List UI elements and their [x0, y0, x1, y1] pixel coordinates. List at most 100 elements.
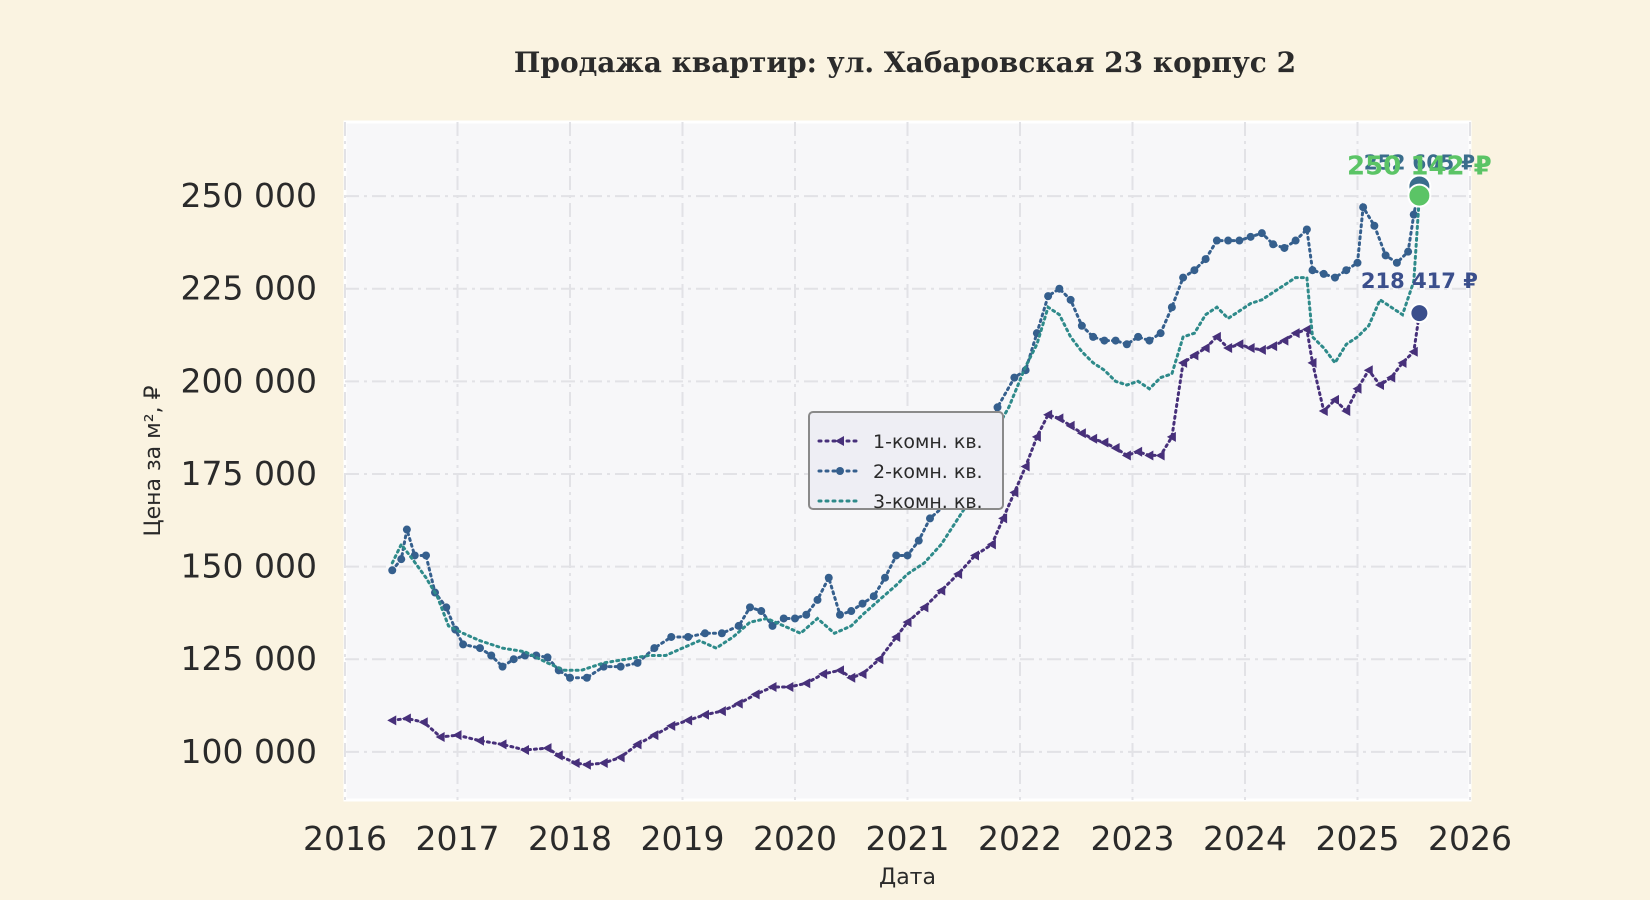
data-point — [914, 536, 923, 545]
data-point — [779, 614, 788, 623]
series-line — [390, 194, 1421, 672]
data-point — [1370, 221, 1379, 230]
data-point — [902, 617, 912, 628]
chart-title: Продажа квартир: ул. Хабаровская 23 корп… — [513, 46, 1297, 79]
data-point — [684, 632, 693, 641]
data-point — [734, 621, 743, 630]
data-point — [1077, 321, 1086, 330]
x-tick-label: 2017 — [416, 819, 500, 858]
data-point — [857, 669, 867, 680]
x-tick-label: 2022 — [978, 819, 1062, 858]
data-point — [509, 655, 518, 664]
data-point — [1363, 365, 1373, 376]
data-point — [784, 682, 794, 692]
data-point — [1279, 335, 1289, 346]
data-point — [582, 673, 591, 682]
data-point — [570, 757, 580, 768]
data-point — [497, 739, 507, 750]
legend-label: 3-комн. кв. — [873, 491, 983, 513]
y-tick-label: 125 000 — [181, 639, 317, 678]
data-point — [1099, 437, 1109, 448]
data-point — [397, 555, 406, 564]
data-point — [1359, 203, 1368, 212]
data-point — [716, 706, 726, 717]
data-point — [936, 585, 946, 596]
data-point — [1020, 461, 1030, 472]
end-marker — [1407, 183, 1432, 208]
x-tick-label: 2016 — [303, 819, 387, 858]
series-line — [390, 311, 1421, 767]
data-point — [1088, 433, 1098, 444]
data-point — [632, 739, 642, 750]
series-1 — [387, 308, 1424, 770]
data-point — [1235, 236, 1244, 245]
data-point — [733, 698, 743, 709]
y-tick-label: 200 000 — [181, 361, 317, 400]
data-point — [1110, 443, 1120, 454]
data-point — [881, 573, 889, 582]
data-point — [953, 569, 963, 579]
data-point — [1179, 273, 1188, 282]
data-point — [1330, 394, 1339, 405]
data-point — [986, 539, 996, 550]
data-point — [543, 653, 552, 662]
data-point — [402, 525, 411, 534]
x-tick-label: 2024 — [1203, 819, 1287, 858]
data-point — [767, 682, 777, 692]
data-point — [847, 607, 856, 616]
data-point — [435, 732, 445, 743]
data-point — [998, 513, 1008, 524]
data-point — [388, 566, 397, 575]
data-point — [1397, 357, 1407, 368]
data-point — [836, 610, 844, 619]
data-point — [1409, 210, 1418, 219]
data-point — [520, 744, 529, 755]
data-point — [919, 602, 929, 613]
data-point — [970, 550, 979, 561]
y-tick-label: 100 000 — [181, 732, 317, 771]
data-point — [818, 669, 828, 680]
data-point — [498, 662, 507, 671]
data-point — [1308, 266, 1317, 275]
legend-label: 2-комн. кв. — [873, 461, 983, 483]
data-point — [1223, 343, 1233, 353]
data-point — [667, 632, 676, 641]
data-point — [1010, 373, 1019, 382]
grid-lines — [344, 122, 1471, 800]
data-point — [542, 743, 552, 754]
data-point — [835, 665, 844, 676]
x-axis-label: Дата — [879, 865, 936, 890]
data-point — [459, 640, 468, 649]
data-point — [1341, 405, 1351, 416]
data-point — [813, 595, 822, 604]
data-point — [1280, 243, 1289, 252]
data-point — [1290, 328, 1300, 339]
data-point — [387, 715, 397, 726]
end-label: 218 417 ₽ — [1361, 269, 1478, 293]
data-point — [858, 599, 867, 608]
y-tick-label: 175 000 — [181, 454, 317, 493]
data-point — [746, 603, 754, 612]
data-point — [1211, 331, 1221, 342]
y-tick-label: 225 000 — [181, 269, 317, 308]
data-point — [1212, 236, 1221, 245]
data-point — [700, 709, 709, 720]
data-point — [874, 654, 884, 665]
data-point — [993, 403, 1002, 412]
x-tick-label: 2023 — [1091, 819, 1175, 858]
data-point — [476, 644, 484, 653]
data-point — [566, 673, 574, 682]
data-point — [1408, 346, 1418, 357]
data-point — [1178, 357, 1188, 368]
data-point — [1055, 284, 1064, 293]
data-point — [1076, 428, 1086, 439]
data-point — [1122, 340, 1131, 349]
legend: 1-комн. кв. 2-комн. кв. 3-комн. кв. — [808, 411, 1004, 513]
data-point — [1302, 225, 1311, 234]
legend-marker — [836, 467, 844, 475]
data-point — [1224, 236, 1233, 245]
data-point — [1386, 372, 1396, 383]
legend-label: 1-комн. кв. — [873, 431, 983, 453]
data-point — [1200, 343, 1210, 353]
